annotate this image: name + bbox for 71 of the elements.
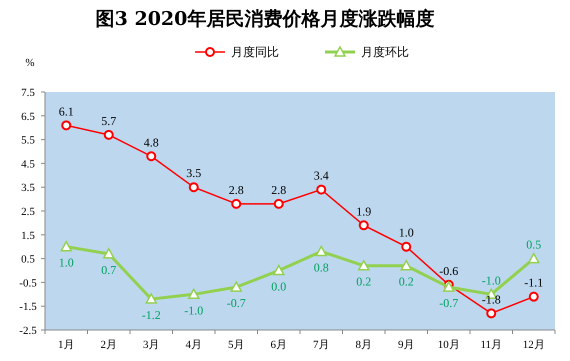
y-tick-label: 6.5 xyxy=(21,110,36,123)
data-label: 2.8 xyxy=(228,182,244,197)
point xyxy=(316,184,326,195)
data-label: 2.8 xyxy=(271,182,286,197)
point xyxy=(358,260,370,270)
data-label: -1.0 xyxy=(482,273,501,288)
point xyxy=(188,182,199,192)
x-tick-label: 12月 xyxy=(522,339,545,351)
data-label: 0.7 xyxy=(101,262,116,277)
point xyxy=(146,293,157,304)
data-label: 0.5 xyxy=(526,238,542,252)
point xyxy=(486,308,496,318)
y-tick-label: 1.5 xyxy=(21,230,36,242)
y-tick-label: 2.5 xyxy=(21,206,36,218)
point xyxy=(60,240,72,252)
point xyxy=(103,248,114,259)
point xyxy=(61,120,72,130)
data-label: 0.2 xyxy=(356,274,372,289)
point xyxy=(528,292,539,302)
data-label: 1.0 xyxy=(398,226,414,240)
y-tick-label: 5.5 xyxy=(21,134,36,147)
x-tick-label: 9月 xyxy=(398,339,414,351)
y-tick-label: 4.5 xyxy=(21,158,36,170)
y-axis-title: % xyxy=(25,57,35,69)
point xyxy=(273,264,284,276)
point xyxy=(358,220,369,230)
x-tick-label: 1月 xyxy=(58,339,74,351)
point xyxy=(401,242,412,252)
legend-label: 月度环比 xyxy=(361,45,409,59)
point xyxy=(146,151,156,162)
data-label: -1.0 xyxy=(184,303,204,318)
legend-label: 月度同比 xyxy=(231,45,279,59)
point xyxy=(316,246,327,256)
x-tick-label: 10月 xyxy=(438,339,460,351)
y-tick-label: -2.5 xyxy=(19,325,38,337)
data-label: 6.1 xyxy=(58,104,74,118)
point xyxy=(274,198,284,209)
x-tick-label: 6月 xyxy=(270,339,287,351)
data-label: 5.7 xyxy=(101,114,116,128)
data-label: 0.0 xyxy=(271,280,286,294)
point xyxy=(230,281,242,292)
x-tick-label: 2月 xyxy=(100,339,117,351)
y-tick-label: -0.5 xyxy=(19,277,38,290)
point xyxy=(528,252,540,264)
data-label: 4.8 xyxy=(144,135,159,150)
point xyxy=(188,288,200,300)
x-tick-label: 5月 xyxy=(228,339,244,351)
data-label: -0.7 xyxy=(226,296,246,310)
x-tick-label: 3月 xyxy=(143,339,160,351)
y-tick-label: 7.5 xyxy=(21,87,36,99)
x-tick-label: 11月 xyxy=(480,339,502,351)
data-label: -0.6 xyxy=(439,264,458,278)
data-label: 0.8 xyxy=(314,260,329,274)
y-tick-label: -1.5 xyxy=(19,301,38,314)
data-label: 1.0 xyxy=(58,256,74,270)
data-label: 3.5 xyxy=(186,166,202,180)
point xyxy=(231,198,242,209)
y-tick-label: 0.5 xyxy=(21,254,36,266)
x-tick-label: 8月 xyxy=(356,339,372,351)
data-label: 3.4 xyxy=(314,168,329,183)
data-label: -1.1 xyxy=(524,276,544,290)
point xyxy=(400,260,412,270)
point xyxy=(104,130,114,140)
data-label: 0.2 xyxy=(398,274,414,289)
data-label: -1.2 xyxy=(142,308,161,322)
data-label: -0.7 xyxy=(439,296,458,310)
chart-title: 图3 2020年居民消费价格月度涨跌幅度 xyxy=(96,8,434,30)
x-tick-label: 4月 xyxy=(186,339,202,351)
data-label: 1.9 xyxy=(356,204,372,218)
x-tick-label: 7月 xyxy=(313,339,330,351)
y-tick-label: 3.5 xyxy=(21,182,36,194)
